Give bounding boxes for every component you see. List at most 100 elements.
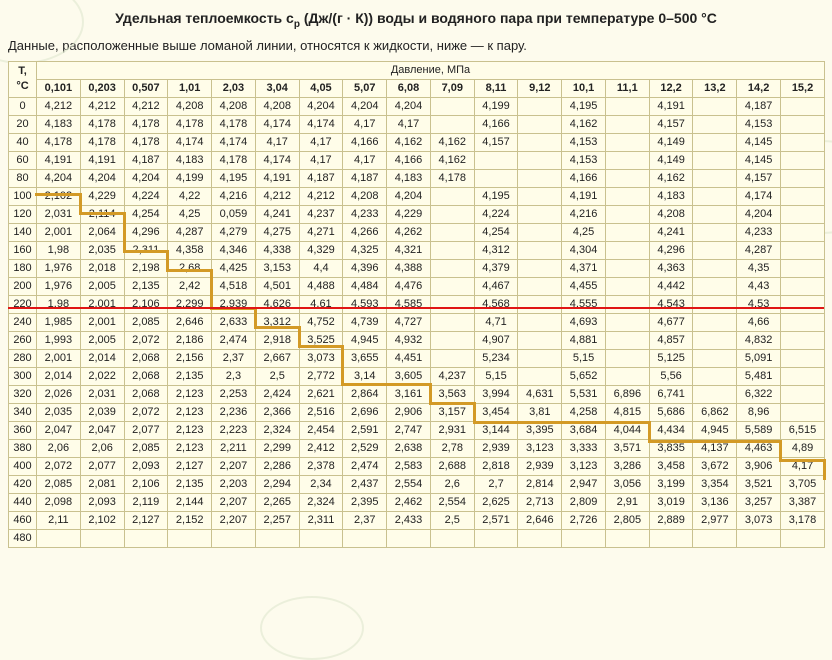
value-cell	[693, 529, 737, 547]
value-cell: 6,862	[693, 403, 737, 421]
value-cell	[605, 151, 649, 169]
value-cell: 4,379	[474, 259, 518, 277]
value-cell: 4,832	[737, 331, 781, 349]
value-cell: 4,191	[649, 97, 693, 115]
value-cell: 2,646	[168, 313, 212, 331]
value-cell	[605, 313, 649, 331]
value-cell	[737, 529, 781, 547]
value-cell	[80, 529, 124, 547]
value-cell: 3,144	[474, 421, 518, 439]
value-cell: 4,153	[737, 115, 781, 133]
value-cell: 2,127	[124, 511, 168, 529]
value-cell: 2,156	[168, 349, 212, 367]
value-cell: 5,531	[562, 385, 606, 403]
value-cell: 4,212	[255, 187, 299, 205]
value-cell: 2,713	[518, 493, 562, 511]
value-cell: 4,204	[387, 187, 431, 205]
value-cell: 4,543	[649, 295, 693, 313]
value-cell: 4,195	[212, 169, 256, 187]
value-cell: 2,454	[299, 421, 343, 439]
value-cell	[562, 529, 606, 547]
boundary-seg	[823, 459, 826, 480]
value-cell: 2,068	[124, 349, 168, 367]
value-cell: 4,183	[387, 169, 431, 187]
table-row: 404,1784,1784,1784,1744,1744,174,174,166…	[9, 133, 825, 151]
value-cell: 4,191	[80, 151, 124, 169]
value-cell	[430, 529, 474, 547]
value-cell	[605, 223, 649, 241]
value-cell: 4,53	[737, 295, 781, 313]
pressure-col-10: 8,11	[474, 79, 518, 97]
value-cell: 4,258	[562, 403, 606, 421]
redline	[8, 307, 824, 309]
sheet-container: T, °C Давление, МПа 0,1010,2030,5071,012…	[8, 61, 824, 548]
value-cell: 4,191	[255, 169, 299, 187]
value-cell	[255, 529, 299, 547]
value-cell: 4,191	[37, 151, 81, 169]
value-cell	[781, 385, 825, 403]
value-cell: 4,199	[474, 97, 518, 115]
value-cell: 2,085	[124, 439, 168, 457]
value-cell: 2,34	[299, 475, 343, 493]
value-cell: 3,672	[693, 457, 737, 475]
value-cell	[605, 367, 649, 385]
value-cell	[124, 529, 168, 547]
value-cell	[518, 97, 562, 115]
value-cell: 2,039	[80, 403, 124, 421]
boundary-seg	[473, 421, 650, 424]
value-cell: 4,304	[562, 241, 606, 259]
value-cell	[781, 403, 825, 421]
value-cell: 3,81	[518, 403, 562, 421]
value-cell: 2,001	[37, 349, 81, 367]
value-cell: 2,366	[255, 403, 299, 421]
value-cell: 2,906	[387, 403, 431, 421]
value-cell: 3,123	[518, 439, 562, 457]
value-cell: 4,178	[37, 133, 81, 151]
value-cell: 4,044	[605, 421, 649, 439]
value-cell: 4,442	[649, 277, 693, 295]
table-row: 4202,0852,0812,1062,1352,2032,2942,342,4…	[9, 475, 825, 493]
value-cell: 3,178	[781, 511, 825, 529]
value-cell: 2,809	[562, 493, 606, 511]
value-cell: 3,458	[649, 457, 693, 475]
pressure-col-16: 14,2	[737, 79, 781, 97]
temp-cell: 60	[9, 151, 37, 169]
table-row: 3602,0472,0472,0772,1232,2232,3242,4542,…	[9, 421, 825, 439]
value-cell: 4,266	[343, 223, 387, 241]
value-cell: 4,187	[124, 151, 168, 169]
value-cell: 4,229	[387, 205, 431, 223]
value-cell: 1,985	[37, 313, 81, 331]
value-cell	[430, 187, 474, 205]
temp-cell: 220	[9, 295, 37, 313]
value-cell: 2,072	[124, 331, 168, 349]
value-cell: 4,488	[299, 277, 343, 295]
value-cell: 2,211	[212, 439, 256, 457]
value-cell: 4,204	[37, 169, 81, 187]
value-cell: 2,37	[212, 349, 256, 367]
value-cell: 4,279	[212, 223, 256, 241]
value-cell: 4,241	[649, 223, 693, 241]
value-cell: 4,476	[387, 277, 431, 295]
value-cell	[693, 133, 737, 151]
temp-cell: 260	[9, 331, 37, 349]
value-cell: 4,555	[562, 295, 606, 313]
value-cell: 6,741	[649, 385, 693, 403]
pressure-col-2: 0,507	[124, 79, 168, 97]
value-cell: 4,25	[168, 205, 212, 223]
value-cell: 3,153	[255, 259, 299, 277]
value-cell: 4,174	[737, 187, 781, 205]
pressure-col-9: 7,09	[430, 79, 474, 97]
value-cell	[781, 223, 825, 241]
temp-cell: 300	[9, 367, 37, 385]
value-cell: 2,638	[387, 439, 431, 457]
value-cell: 2,424	[255, 385, 299, 403]
value-cell: 4,183	[168, 151, 212, 169]
boundary-seg	[79, 212, 125, 215]
value-cell: 2,939	[518, 457, 562, 475]
value-cell	[37, 529, 81, 547]
value-cell	[693, 241, 737, 259]
value-cell: 2,031	[37, 205, 81, 223]
value-cell: 3,286	[605, 457, 649, 475]
value-cell: 3,136	[693, 493, 737, 511]
value-cell: 2,198	[124, 259, 168, 277]
